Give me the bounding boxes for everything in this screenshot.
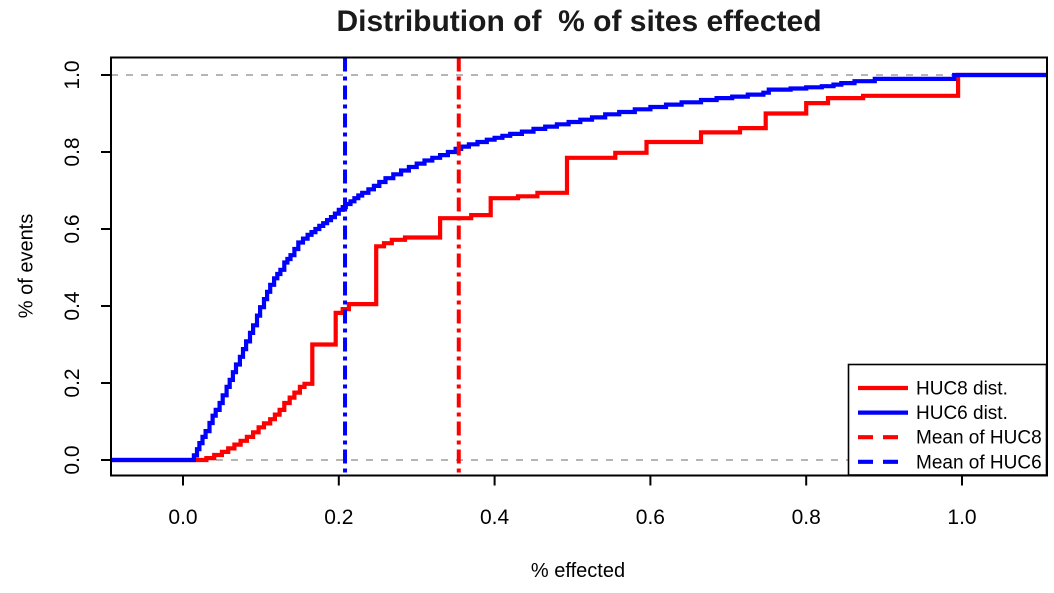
- x-tick-label-0.2: 0.2: [324, 506, 353, 529]
- y-tick-label-0.4: 0.4: [61, 291, 84, 321]
- y-tick-label-1.0: 1.0: [61, 60, 84, 89]
- legend-label-0: HUC8 dist.: [916, 379, 1008, 400]
- legend-box: [847, 363, 1048, 476]
- legend-label-3: Mean of HUC6: [916, 452, 1042, 473]
- y-tick-label-0.8: 0.8: [61, 137, 84, 166]
- curve-huc6-dist: [111, 72, 1047, 463]
- y-tick-label-0.2: 0.2: [61, 368, 84, 397]
- y-tick-label-0.6: 0.6: [61, 214, 84, 243]
- x-tick-label-0.4: 0.4: [480, 506, 510, 529]
- x-tick-label-0.6: 0.6: [636, 506, 665, 529]
- chart-title: Distribution of % of sites effected: [336, 5, 822, 38]
- curve-huc8-dist: [111, 72, 1047, 463]
- y-axis-title: % of events: [15, 213, 38, 319]
- x-tick-label-0.0: 0.0: [168, 506, 197, 529]
- legend-label-1: HUC6 dist.: [916, 403, 1008, 424]
- plot-frame: [110, 56, 1048, 477]
- legend-label-2: Mean of HUC8: [916, 428, 1042, 449]
- x-axis-title: % effected: [530, 560, 626, 582]
- x-tick-label-0.8: 0.8: [792, 506, 821, 529]
- x-tick-label-1.0: 1.0: [947, 506, 976, 529]
- y-tick-label-0.0: 0.0: [61, 445, 84, 474]
